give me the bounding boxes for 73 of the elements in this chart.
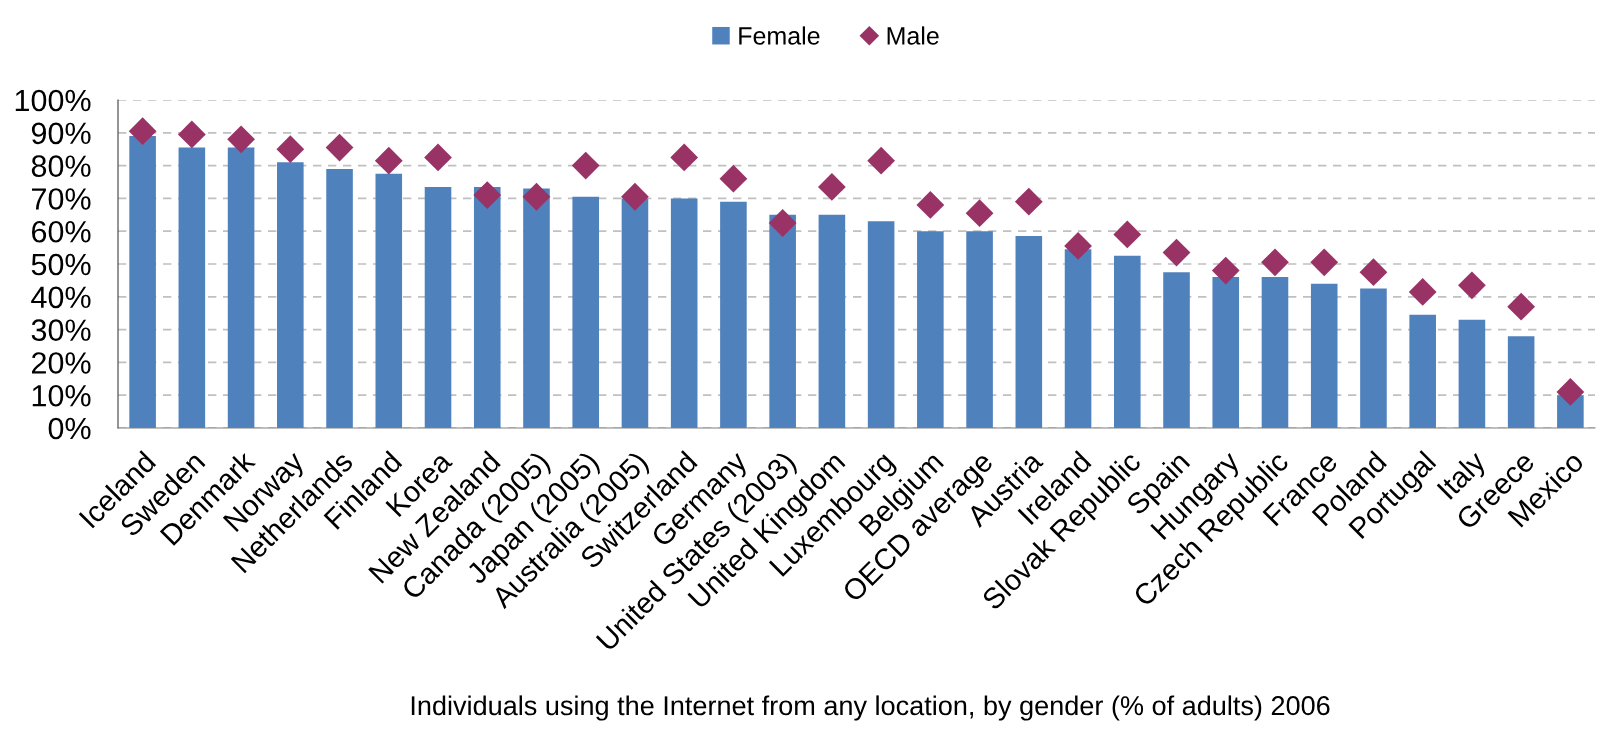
bar: [1360, 288, 1387, 428]
bar: [621, 198, 649, 428]
point: [1064, 232, 1092, 260]
point: [276, 135, 305, 164]
bar: [818, 214, 846, 428]
bar: [473, 186, 501, 428]
bar: [227, 147, 255, 428]
bar: [966, 231, 993, 428]
y-tick-label: 30%: [31, 319, 91, 341]
bar: [720, 201, 747, 428]
point: [424, 143, 452, 172]
point: [768, 209, 797, 237]
y-tick-label: 70%: [32, 188, 91, 210]
y-tick-label: 0%: [48, 417, 91, 440]
point: [1310, 248, 1339, 277]
bar: [867, 221, 895, 428]
point: [1507, 292, 1536, 321]
x-axis-title: Individuals using the Internet from any location, by gender (% of adults) 2006: [411, 695, 1330, 721]
y-tick-label: 20%: [31, 352, 91, 374]
bar: [1458, 319, 1486, 428]
point: [571, 151, 600, 180]
bar: [424, 186, 452, 428]
point: [1458, 271, 1486, 300]
point: [325, 133, 354, 162]
point: [1162, 238, 1191, 267]
y-tick-label: 60%: [32, 220, 91, 243]
point: [1211, 256, 1240, 285]
bar: [129, 136, 156, 428]
bar: [1113, 255, 1141, 428]
bar: [572, 196, 600, 428]
bar: [1409, 314, 1436, 428]
bar: [1015, 236, 1043, 428]
y-tick-label: 90%: [31, 122, 91, 145]
point: [1014, 187, 1043, 216]
bar: [326, 168, 353, 428]
y-tick-label: 10%: [32, 384, 91, 407]
point: [670, 143, 699, 172]
point: [719, 164, 748, 193]
point: [1408, 277, 1437, 306]
point: [1261, 248, 1289, 277]
point: [621, 182, 649, 211]
bar: [1261, 277, 1289, 428]
bar: [769, 214, 796, 428]
bar: [917, 231, 944, 428]
point: [522, 182, 551, 211]
legend-label: Male: [887, 26, 939, 45]
bar: [1212, 277, 1240, 428]
bar: [1064, 249, 1092, 428]
point: [473, 181, 502, 210]
y-tick-label: 50%: [31, 253, 91, 276]
bar: [1310, 283, 1338, 428]
y-tick-label: 100%: [15, 89, 91, 112]
y-tick-label: 80%: [31, 155, 91, 177]
bar: [178, 147, 206, 428]
point: [867, 146, 896, 175]
bar: [523, 188, 550, 428]
point: [128, 117, 157, 146]
point: [916, 191, 945, 219]
point: [1359, 258, 1388, 287]
point: [1113, 220, 1142, 249]
point: [965, 199, 994, 228]
point: [817, 173, 846, 201]
bar: [1163, 272, 1190, 428]
bar: [1507, 336, 1535, 428]
point: [177, 120, 206, 149]
point: [374, 146, 403, 175]
bar: [277, 162, 304, 428]
bar: [670, 198, 698, 428]
bar: [375, 173, 403, 428]
y-tick-label: 40%: [31, 286, 91, 309]
point: [1556, 378, 1585, 406]
point: [227, 125, 255, 154]
legend-label: Female: [739, 26, 820, 45]
